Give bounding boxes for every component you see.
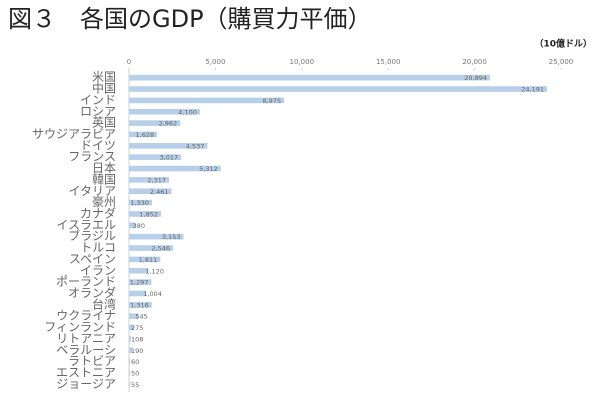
- y-tick-label: スペイン: [69, 252, 116, 266]
- bar: [129, 211, 162, 217]
- y-tick-label: ラトビア: [68, 354, 116, 368]
- value-label: 4,537: [186, 142, 205, 150]
- value-label: 190: [131, 347, 143, 355]
- value-label: 545: [135, 313, 147, 321]
- x-tick-label: 20,000: [462, 58, 487, 66]
- value-label: 2,962: [159, 120, 178, 128]
- y-tick-label: トルコ: [80, 241, 116, 255]
- value-label: 1,628: [136, 131, 155, 139]
- bar: [129, 324, 134, 331]
- value-label: 1,297: [130, 279, 149, 287]
- value-label: 1,330: [130, 199, 149, 207]
- y-tick-label: イスラエル: [56, 218, 116, 232]
- y-tick-label: エストニア: [56, 365, 116, 379]
- bar: [129, 143, 208, 149]
- bar: [129, 279, 152, 285]
- y-tick-label: サウジアラビア: [32, 127, 116, 141]
- y-tick-label: 韓国: [92, 172, 116, 186]
- value-label: 8,975: [262, 97, 281, 105]
- bar: [129, 347, 133, 354]
- bar: [129, 108, 200, 115]
- value-label: 2,546: [151, 245, 170, 253]
- bar: [129, 177, 170, 183]
- y-tick-label: 台湾: [92, 296, 116, 311]
- bar: [129, 358, 131, 365]
- value-label: 108: [131, 335, 143, 343]
- bar: [129, 222, 136, 229]
- y-tick-label: 日本: [92, 161, 116, 175]
- y-tick-label: ドイツ: [80, 138, 116, 152]
- value-label: 380: [133, 222, 145, 230]
- y-tick-label: ベラルーシ: [56, 343, 116, 357]
- bar: [129, 370, 130, 376]
- value-label: 5,312: [199, 165, 218, 173]
- y-tick-label: ポーランド: [56, 275, 116, 289]
- bar: [129, 233, 184, 240]
- value-label: 1,004: [143, 290, 162, 298]
- y-tick-label: ブラジル: [68, 228, 116, 243]
- bar: [129, 97, 285, 104]
- value-label: 50: [131, 369, 139, 377]
- y-tick-label: オランダ: [68, 285, 116, 300]
- bar: [129, 290, 147, 297]
- value-label: 3,017: [160, 154, 179, 162]
- y-tick-label: フランス: [68, 150, 116, 164]
- bar: [129, 267, 149, 274]
- y-tick-label: インド: [80, 93, 116, 107]
- unit-label: （10億ドル）: [534, 38, 592, 50]
- x-tick-label: 0: [127, 58, 131, 66]
- y-tick-label: リトアニア: [56, 331, 116, 345]
- bar: [129, 381, 130, 388]
- y-tick-label: ロシア: [80, 104, 116, 118]
- value-label: 55: [131, 381, 139, 389]
- y-tick-label: 豪州: [92, 194, 116, 209]
- bar: [129, 74, 491, 81]
- bar: [129, 245, 173, 251]
- value-label: 275: [131, 324, 143, 332]
- bar: [129, 188, 172, 195]
- value-label: 4,100: [178, 108, 197, 116]
- bar: [129, 302, 152, 308]
- value-label: 60: [131, 358, 139, 366]
- x-tick-label: 5,000: [205, 58, 225, 66]
- value-label: 1,852: [139, 210, 158, 218]
- y-tick-label: イタリア: [68, 184, 116, 198]
- bar: [129, 154, 182, 160]
- bar: [129, 165, 221, 172]
- value-label: 20,894: [464, 74, 487, 82]
- y-tick-label: カナダ: [80, 205, 116, 220]
- y-tick-label: ウクライナ: [56, 309, 116, 323]
- y-tick-label: 中国: [92, 81, 116, 96]
- bar: [129, 336, 131, 342]
- bar: [129, 256, 161, 263]
- bar: [129, 313, 139, 319]
- bar: [129, 86, 548, 92]
- value-label: 2,461: [150, 188, 169, 196]
- x-tick-label: 10,000: [290, 58, 315, 66]
- y-tick-label: 米国: [92, 70, 116, 84]
- bar: [129, 120, 181, 126]
- chart-title: 図３ 各国のGDP（購買力平価）: [8, 5, 372, 33]
- y-tick-label: フィンランド: [44, 320, 116, 334]
- y-tick-label: ジョージア: [56, 377, 116, 391]
- x-tick-label: 15,000: [376, 58, 401, 66]
- bar: [129, 199, 152, 206]
- value-label: 24,191: [521, 86, 544, 94]
- y-tick-label: イラン: [80, 263, 116, 277]
- value-label: 1,316: [130, 301, 149, 309]
- y-tick-label: 英国: [92, 116, 116, 130]
- x-tick-label: 25,000: [549, 58, 574, 66]
- value-label: 2,317: [147, 176, 166, 184]
- value-label: 1,811: [139, 256, 158, 264]
- value-label: 3,153: [162, 233, 181, 241]
- bar: [129, 131, 158, 138]
- value-label: 1,120: [145, 267, 164, 275]
